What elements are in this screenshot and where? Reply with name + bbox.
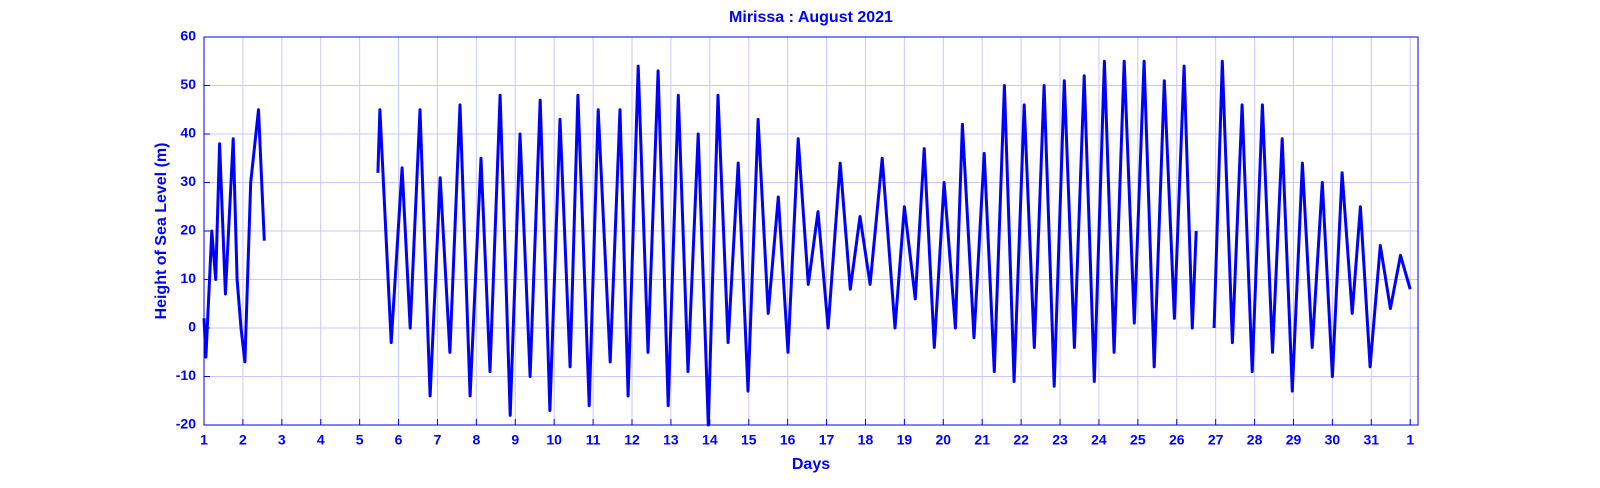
x-tick-label: 8 xyxy=(472,432,480,448)
x-tick-label: 15 xyxy=(741,432,757,448)
chart-title: Mirissa : August 2021 xyxy=(729,9,893,26)
y-tick-label: 10 xyxy=(180,270,196,286)
x-tick-label: 14 xyxy=(702,432,718,448)
x-tick-label: 30 xyxy=(1325,432,1341,448)
x-tick-label: 17 xyxy=(819,432,835,448)
x-tick-label: 24 xyxy=(1091,432,1107,448)
x-tick-label: 9 xyxy=(511,432,519,448)
y-tick-label: 20 xyxy=(180,222,196,238)
x-axis-label: Days xyxy=(792,456,830,473)
plot-frame xyxy=(203,36,1419,426)
x-tick-label: 31 xyxy=(1364,432,1380,448)
x-tick-label: 4 xyxy=(317,432,325,448)
x-tick-label: 26 xyxy=(1169,432,1185,448)
x-tick-label: 13 xyxy=(663,432,679,448)
y-tick-label: 40 xyxy=(180,125,196,141)
x-tick-label: 21 xyxy=(974,432,990,448)
x-tick-label: 11 xyxy=(586,432,601,448)
x-tick-label: 3 xyxy=(278,432,286,448)
x-tick-label: 5 xyxy=(356,432,364,448)
x-tick-label: 2 xyxy=(239,432,247,448)
x-tick-label: 29 xyxy=(1286,432,1302,448)
x-tick-label: 23 xyxy=(1052,432,1068,448)
x-tick-label: 28 xyxy=(1247,432,1263,448)
x-tick-label: 12 xyxy=(624,432,640,448)
sea-level-line xyxy=(202,59,1412,427)
x-tick-label: 1 xyxy=(1406,432,1414,448)
y-axis-label: Height of Sea Level (m) xyxy=(153,143,170,320)
x-tick-label: 18 xyxy=(858,432,874,448)
x-tick-label: 19 xyxy=(897,432,913,448)
y-tick-label: -10 xyxy=(176,367,196,383)
y-tick-label: -20 xyxy=(176,416,196,432)
x-tick-label: 1 xyxy=(200,432,208,448)
y-tick-label: 30 xyxy=(180,173,196,189)
x-tick-label: 6 xyxy=(395,432,403,448)
y-tick-label: 60 xyxy=(180,28,196,44)
x-tick-label: 16 xyxy=(780,432,796,448)
x-tick-label: 25 xyxy=(1130,432,1146,448)
x-tick-label: 7 xyxy=(434,432,442,448)
x-tick-label: 27 xyxy=(1208,432,1224,448)
x-tick-label: 10 xyxy=(546,432,562,448)
x-tick-label: 20 xyxy=(936,432,952,448)
y-tick-label: 0 xyxy=(188,319,196,335)
x-tick-label: 22 xyxy=(1013,432,1029,448)
y-tick-label: 50 xyxy=(180,76,196,92)
